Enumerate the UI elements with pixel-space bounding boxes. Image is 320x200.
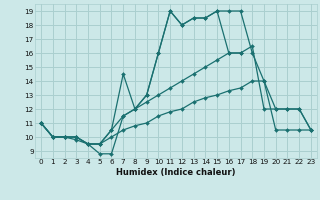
X-axis label: Humidex (Indice chaleur): Humidex (Indice chaleur) [116, 168, 236, 177]
